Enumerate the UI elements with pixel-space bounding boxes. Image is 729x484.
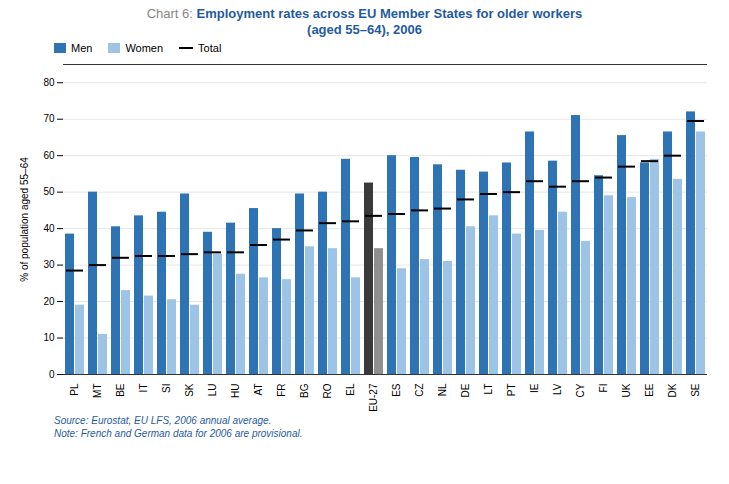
svg-text:NL: NL <box>437 383 448 396</box>
svg-text:10: 10 <box>43 332 55 343</box>
svg-text:RO: RO <box>322 383 333 398</box>
svg-text:LT: LT <box>483 384 494 395</box>
svg-text:SE: SE <box>690 383 701 397</box>
svg-text:IE: IE <box>529 383 540 393</box>
svg-text:FI: FI <box>598 384 609 393</box>
svg-text:MT: MT <box>92 384 103 398</box>
svg-text:70: 70 <box>43 113 55 124</box>
svg-text:PL: PL <box>69 383 80 396</box>
svg-text:SI: SI <box>161 384 172 393</box>
html-text:Source: Eurostat, EU LFS, 2006: Source: Eurostat, EU LFS, 2006 annual av… <box>54 415 272 426</box>
svg-text:EE: EE <box>644 383 655 397</box>
svg-text:% of population aged 55–64: % of population aged 55–64 <box>19 157 30 282</box>
svg-text:SK: SK <box>184 383 195 397</box>
html-text:Chart 6: Employment rates acro: Chart 6: Employment rates across EU Memb… <box>146 6 583 21</box>
svg-text:40: 40 <box>43 223 55 234</box>
svg-text:LV: LV <box>552 383 563 395</box>
html-text:(aged 55–64), 2006: (aged 55–64), 2006 <box>307 22 422 37</box>
svg-text:FR: FR <box>276 384 287 397</box>
svg-text:80: 80 <box>43 77 55 88</box>
svg-text:20: 20 <box>43 296 55 307</box>
svg-text:IT: IT <box>138 384 149 393</box>
svg-text:30: 30 <box>43 259 55 270</box>
svg-text:CY: CY <box>575 383 586 397</box>
svg-text:DK: DK <box>667 383 678 397</box>
html-text:Total: Total <box>198 42 222 54</box>
svg-text:DE: DE <box>460 383 471 397</box>
html-text:Men: Men <box>71 42 93 54</box>
svg-text:AT: AT <box>253 384 264 396</box>
svg-text:EL: EL <box>345 383 356 396</box>
svg-text:ES: ES <box>391 383 402 397</box>
svg-text:LU: LU <box>207 384 218 397</box>
svg-text:0: 0 <box>49 369 55 380</box>
svg-text:CZ: CZ <box>414 384 425 397</box>
svg-text:BE: BE <box>115 383 126 397</box>
svg-text:HU: HU <box>230 384 241 398</box>
html-text:Note: French and German data f: Note: French and German data for 2006 ar… <box>54 428 303 439</box>
svg-text:UK: UK <box>621 383 632 397</box>
svg-text:50: 50 <box>43 186 55 197</box>
svg-text:PT: PT <box>506 384 517 397</box>
svg-text:EU-27: EU-27 <box>368 383 379 412</box>
svg-text:BG: BG <box>299 383 310 398</box>
html-text:Women: Women <box>125 42 164 54</box>
svg-text:60: 60 <box>43 150 55 161</box>
